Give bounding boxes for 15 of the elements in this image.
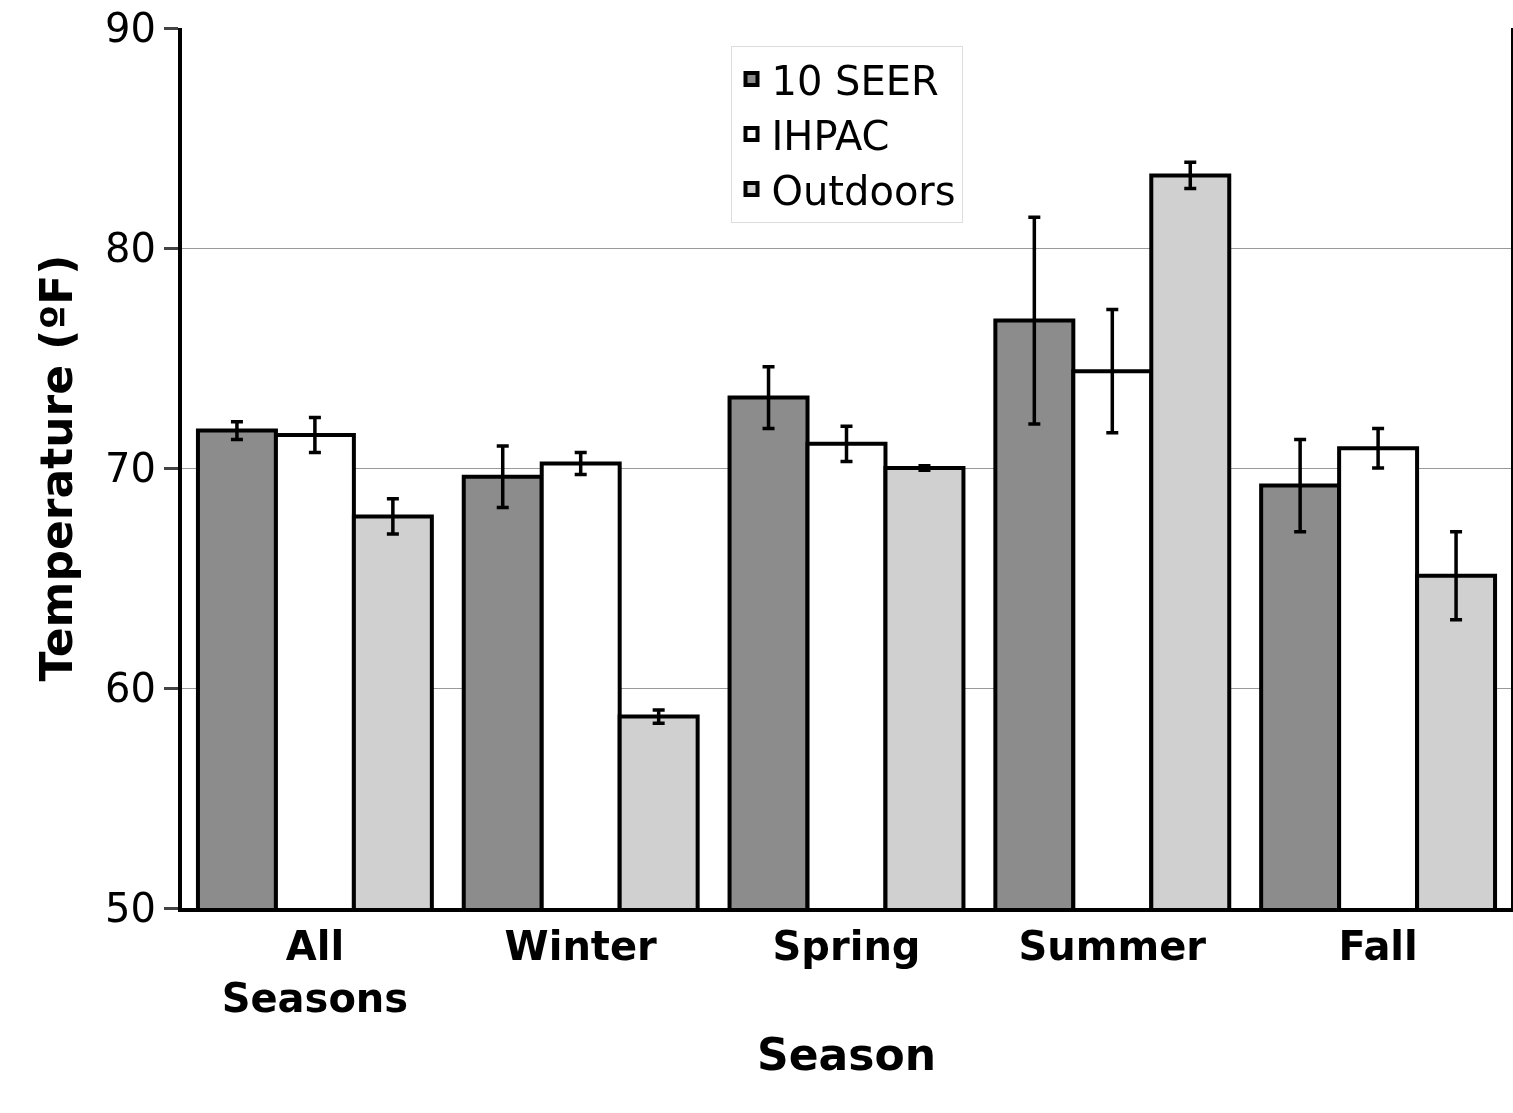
y-axis-title: Temperature (ºF): [30, 254, 82, 682]
legend-label: 10 SEER: [771, 57, 939, 104]
x-tick-label: Winter: [504, 923, 658, 969]
y-tick-label: 80: [105, 225, 156, 271]
x-tick-label: All Seasons: [221, 923, 409, 1021]
y-tick-label: 70: [105, 445, 156, 491]
x-axis-title: Season: [757, 1028, 936, 1080]
y-tick-label: 50: [105, 885, 156, 931]
x-tick-label: Summer: [1018, 923, 1207, 969]
legend-label: IHPAC: [771, 112, 890, 159]
x-tick-label: Spring: [772, 923, 921, 969]
y-tick-label: 60: [105, 665, 156, 711]
x-tick-label: Fall: [1338, 923, 1418, 969]
y-tick-label: 90: [105, 5, 156, 51]
legend-label: Outdoors: [771, 167, 956, 214]
